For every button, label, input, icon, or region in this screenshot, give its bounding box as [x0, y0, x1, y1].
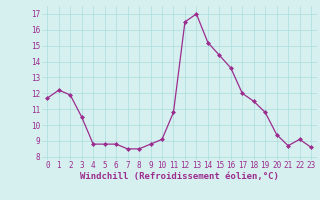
- X-axis label: Windchill (Refroidissement éolien,°C): Windchill (Refroidissement éolien,°C): [80, 172, 279, 181]
